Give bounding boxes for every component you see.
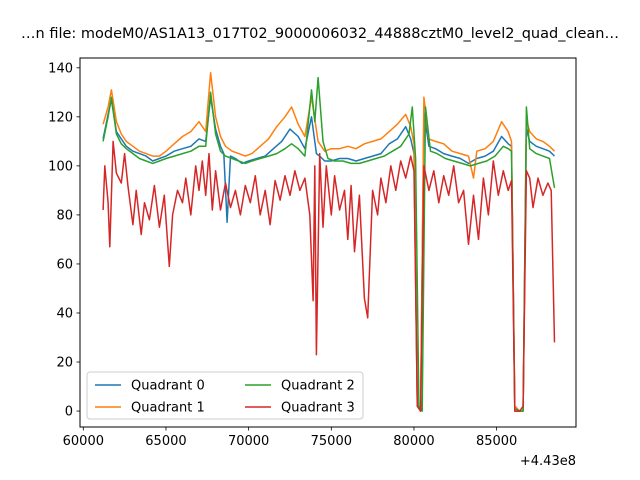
legend: Quadrant 0 Quadrant 1 Quadrant 2 Quadrant 3 — [86, 371, 364, 420]
y-axis: 0 20 40 60 80 100 120 140 — [48, 61, 80, 420]
legend-label-quadrant-0: Quadrant 0 — [131, 379, 205, 394]
y-tick-label: 80 — [56, 208, 73, 223]
x-axis: 60000 65000 70000 75000 80000 85000 — [63, 427, 517, 449]
legend-label-quadrant-1: Quadrant 1 — [131, 401, 205, 416]
chart-title: …n file: modeM0/AS1A13_017T02_9000006032… — [21, 26, 619, 42]
series-layer — [102, 71, 556, 412]
series-line-quadrant-2 — [102, 76, 556, 412]
x-tick-label: 70000 — [228, 434, 269, 449]
x-tick-label: 80000 — [393, 434, 434, 449]
x-offset-label: +4.43e8 — [520, 454, 576, 469]
y-tick-label: 60 — [56, 257, 73, 272]
plot-area: 60000 65000 70000 75000 80000 85000 0 20 40 60 80… — [48, 57, 577, 449]
plot-frame — [79, 57, 577, 428]
x-tick-label: 65000 — [145, 434, 186, 449]
legend-label-quadrant-3: Quadrant 3 — [281, 401, 355, 416]
series-line-quadrant-0 — [102, 96, 556, 412]
y-tick-label: 40 — [56, 306, 73, 321]
y-tick-label: 100 — [48, 159, 73, 174]
x-tick-label: 75000 — [311, 434, 352, 449]
legend-box — [86, 371, 364, 420]
y-tick-label: 120 — [48, 110, 73, 125]
x-tick-label: 60000 — [63, 434, 104, 449]
series-line-quadrant-1 — [102, 71, 556, 412]
legend-label-quadrant-2: Quadrant 2 — [281, 379, 355, 394]
y-tick-label: 140 — [48, 61, 73, 76]
y-tick-label: 20 — [56, 356, 73, 371]
series-line-quadrant-3 — [102, 140, 556, 412]
x-tick-label: 85000 — [476, 434, 517, 449]
y-tick-label: 0 — [65, 405, 73, 420]
